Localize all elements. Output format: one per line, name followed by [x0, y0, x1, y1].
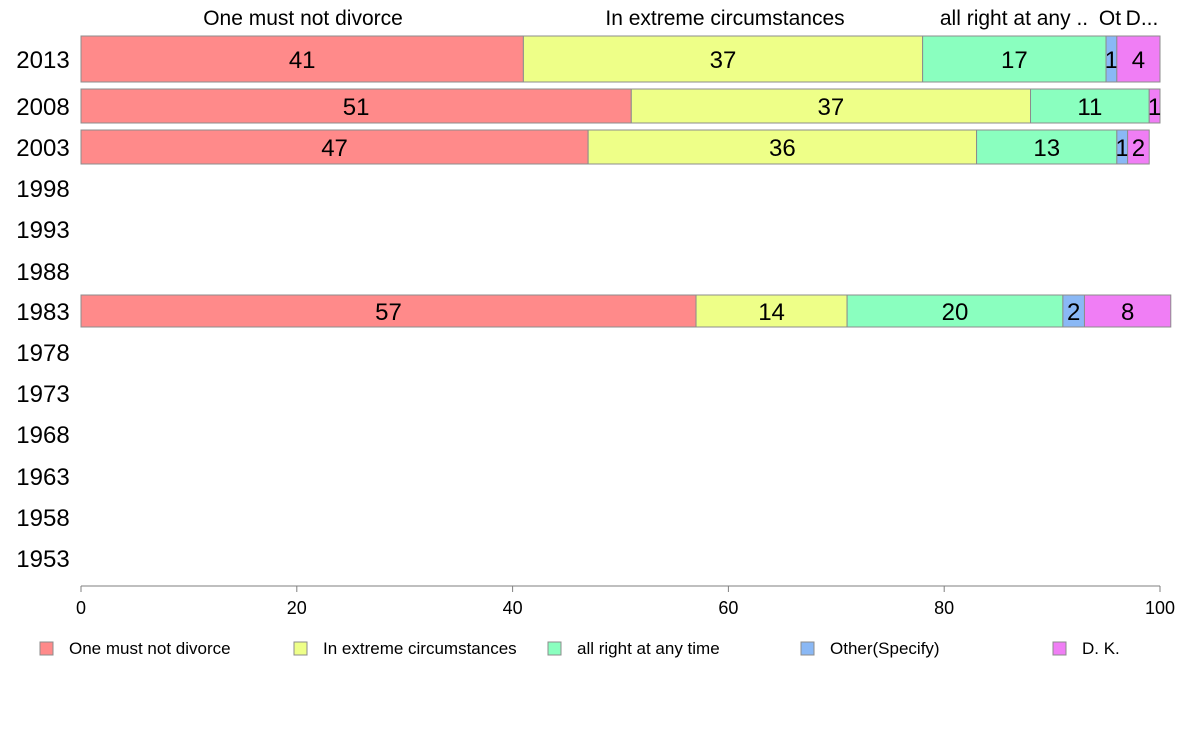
x-tick-label: 100 [1145, 598, 1175, 618]
segment-value-label: 47 [321, 135, 348, 162]
bar-segment [695, 294, 848, 328]
legend-swatch [293, 641, 308, 656]
series-header-label: Ot [1099, 7, 1121, 30]
segment-value-label: 1 [1148, 94, 1161, 121]
segment-value-label: 17 [1001, 47, 1028, 74]
series-header-label: D... [1126, 7, 1159, 30]
bar-segment [587, 129, 978, 165]
segment-value-label: 11 [1077, 94, 1102, 121]
x-tick-label: 0 [76, 598, 86, 618]
legend-swatch [800, 641, 815, 656]
segment-value-label: 8 [1121, 299, 1134, 326]
segment-value-label: 57 [375, 299, 402, 326]
legend-label: D. K. [1082, 639, 1120, 658]
category-label: 1978 [16, 340, 69, 367]
category-label: 2013 [16, 47, 69, 74]
segment-value-label: 4 [1132, 47, 1145, 74]
category-label: 1998 [16, 176, 69, 203]
category-label: 1963 [16, 464, 69, 491]
bar-segment [80, 294, 697, 328]
bar-segment [80, 129, 589, 165]
segment-value-label: 37 [818, 94, 845, 121]
legend-swatch [1052, 641, 1067, 656]
segment-value-label: 2 [1067, 299, 1080, 326]
series-header-label: One must not divorce [203, 7, 403, 30]
segment-value-label: 20 [942, 299, 969, 326]
bar-segment [1116, 35, 1161, 83]
x-tick-label: 60 [718, 598, 738, 618]
segment-value-label: 2 [1132, 135, 1145, 162]
category-label: 1958 [16, 505, 69, 532]
bar-segment [1127, 129, 1150, 165]
category-label: 1983 [16, 299, 69, 326]
category-label: 2008 [16, 94, 69, 121]
bar-segment [922, 35, 1107, 83]
bar-segment [1083, 294, 1172, 328]
legend-label: all right at any time [577, 639, 720, 658]
segment-value-label: 14 [758, 299, 785, 326]
segment-value-label: 13 [1033, 135, 1060, 162]
bar-segment [80, 35, 524, 83]
segment-value-label: 41 [289, 47, 316, 74]
category-label: 1968 [16, 422, 69, 449]
category-label: 1993 [16, 217, 69, 244]
category-label: 2003 [16, 135, 69, 162]
segment-value-label: 1 [1116, 135, 1129, 162]
legend-label: Other(Specify) [830, 639, 940, 658]
segment-value-label: 36 [769, 135, 796, 162]
category-label: 1953 [16, 546, 69, 573]
category-label: 1973 [16, 381, 69, 408]
legend-label: One must not divorce [69, 639, 231, 658]
segment-value-label: 37 [710, 47, 737, 74]
bar-segment [1148, 88, 1161, 124]
bar-segment [630, 88, 1032, 124]
segment-value-label: 1 [1105, 47, 1118, 74]
bar-segment [1030, 88, 1150, 124]
x-tick-label: 20 [287, 598, 307, 618]
bar-segment [846, 294, 1064, 328]
x-tick-label: 40 [503, 598, 523, 618]
category-label: 1988 [16, 259, 69, 286]
bar-segment [80, 88, 632, 124]
x-tick-label: 80 [934, 598, 954, 618]
legend-label: In extreme circumstances [323, 639, 517, 658]
segment-value-label: 51 [343, 94, 370, 121]
series-header-label: all right at any .. [940, 7, 1088, 30]
series-header-label: In extreme circumstances [605, 7, 844, 30]
legend-swatch [39, 641, 54, 656]
bar-segment [522, 35, 924, 83]
legend-swatch [547, 641, 562, 656]
